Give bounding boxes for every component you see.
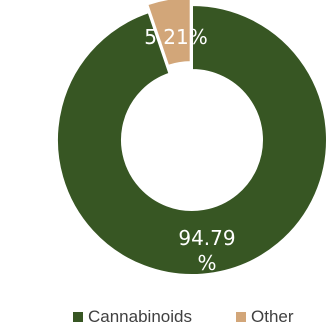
slice-cannabinoids (56, 3, 328, 276)
legend-label-cannabinoids: Cannabinoids (88, 307, 192, 326)
legend-label-other: Other (251, 307, 294, 326)
slice-other (146, 0, 192, 68)
legend-swatch-cannabinoids (73, 312, 83, 322)
legend: Cannabinoids Other (73, 307, 294, 326)
slices-group (56, 0, 328, 276)
legend-swatch-other (236, 312, 246, 322)
data-labels-group: 94.79 % 5.21% (144, 25, 235, 275)
data-label-cannabinoids: 94.79% (178, 226, 235, 275)
data-label-other: 5.21% (144, 25, 208, 49)
